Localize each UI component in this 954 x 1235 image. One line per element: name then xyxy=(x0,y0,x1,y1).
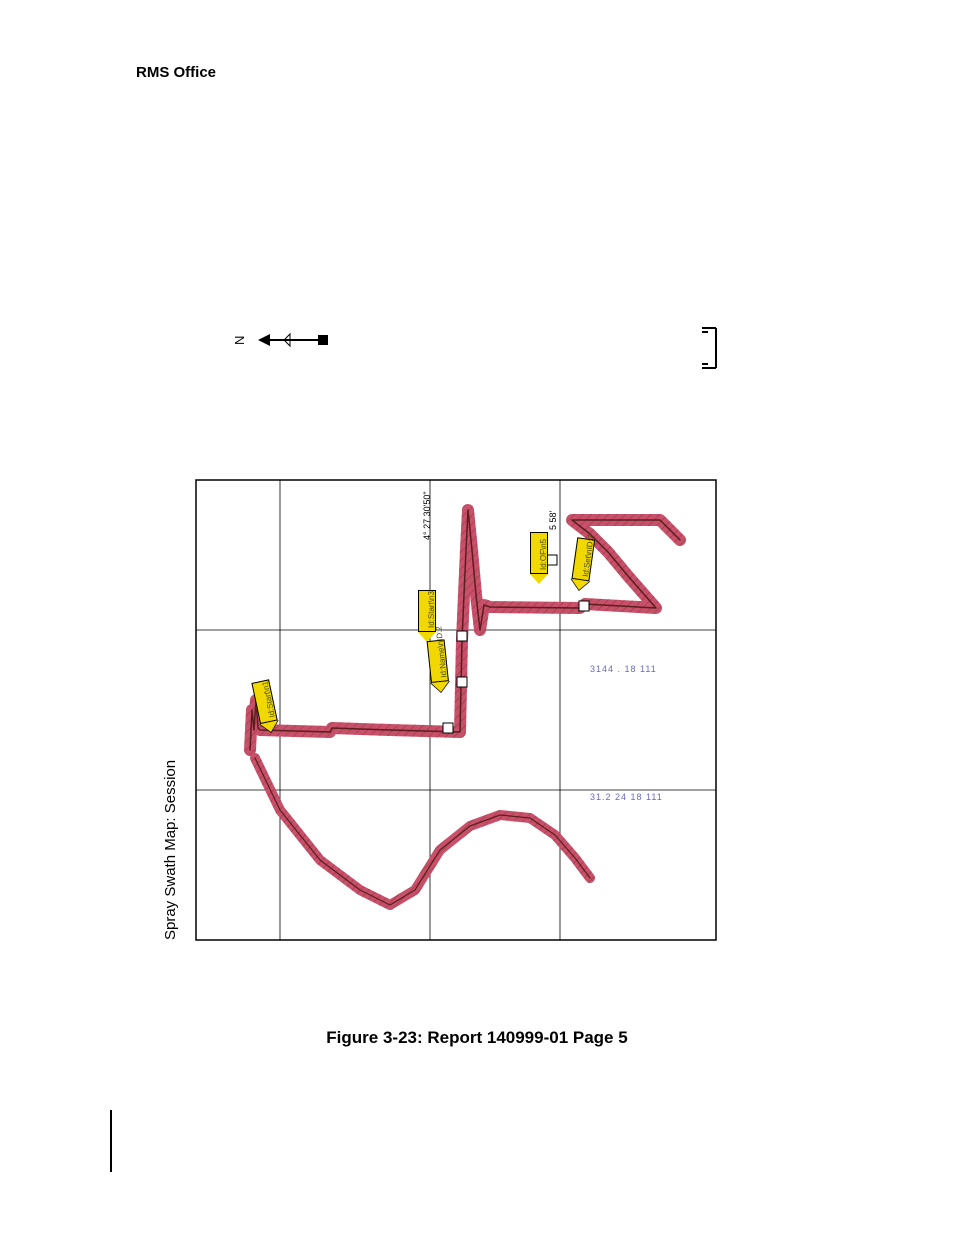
lat-label: 4° 27 30'50" xyxy=(422,491,432,540)
page-header: RMS Office xyxy=(136,64,854,81)
svg-text:N: N xyxy=(232,336,247,345)
map-svg: N xyxy=(160,250,730,950)
scale-bracket-icon xyxy=(702,328,716,368)
flag-label: Id:Start\n3 xyxy=(427,591,436,628)
swath-hatch-lower xyxy=(255,758,590,905)
figure: Spray Swath Map: Session N xyxy=(160,250,730,950)
lat-label: 5 58' xyxy=(548,511,558,530)
coord-label: 31.2 24 18 111 xyxy=(590,792,663,802)
figure-caption: Figure 3-23: Report 140999-01 Page 5 xyxy=(0,1028,954,1048)
coord-label: 3144 . 18 111 xyxy=(590,664,657,674)
callout-flag: Id:Start\n3 xyxy=(418,590,436,642)
binding-rule xyxy=(110,1110,112,1172)
callout-flag: Id:OF\n5 xyxy=(530,532,548,584)
flag-label: Id:OF\n5 xyxy=(539,539,548,570)
map-title: Spray Swath Map: Session xyxy=(162,760,179,940)
compass-icon: N xyxy=(232,334,328,346)
